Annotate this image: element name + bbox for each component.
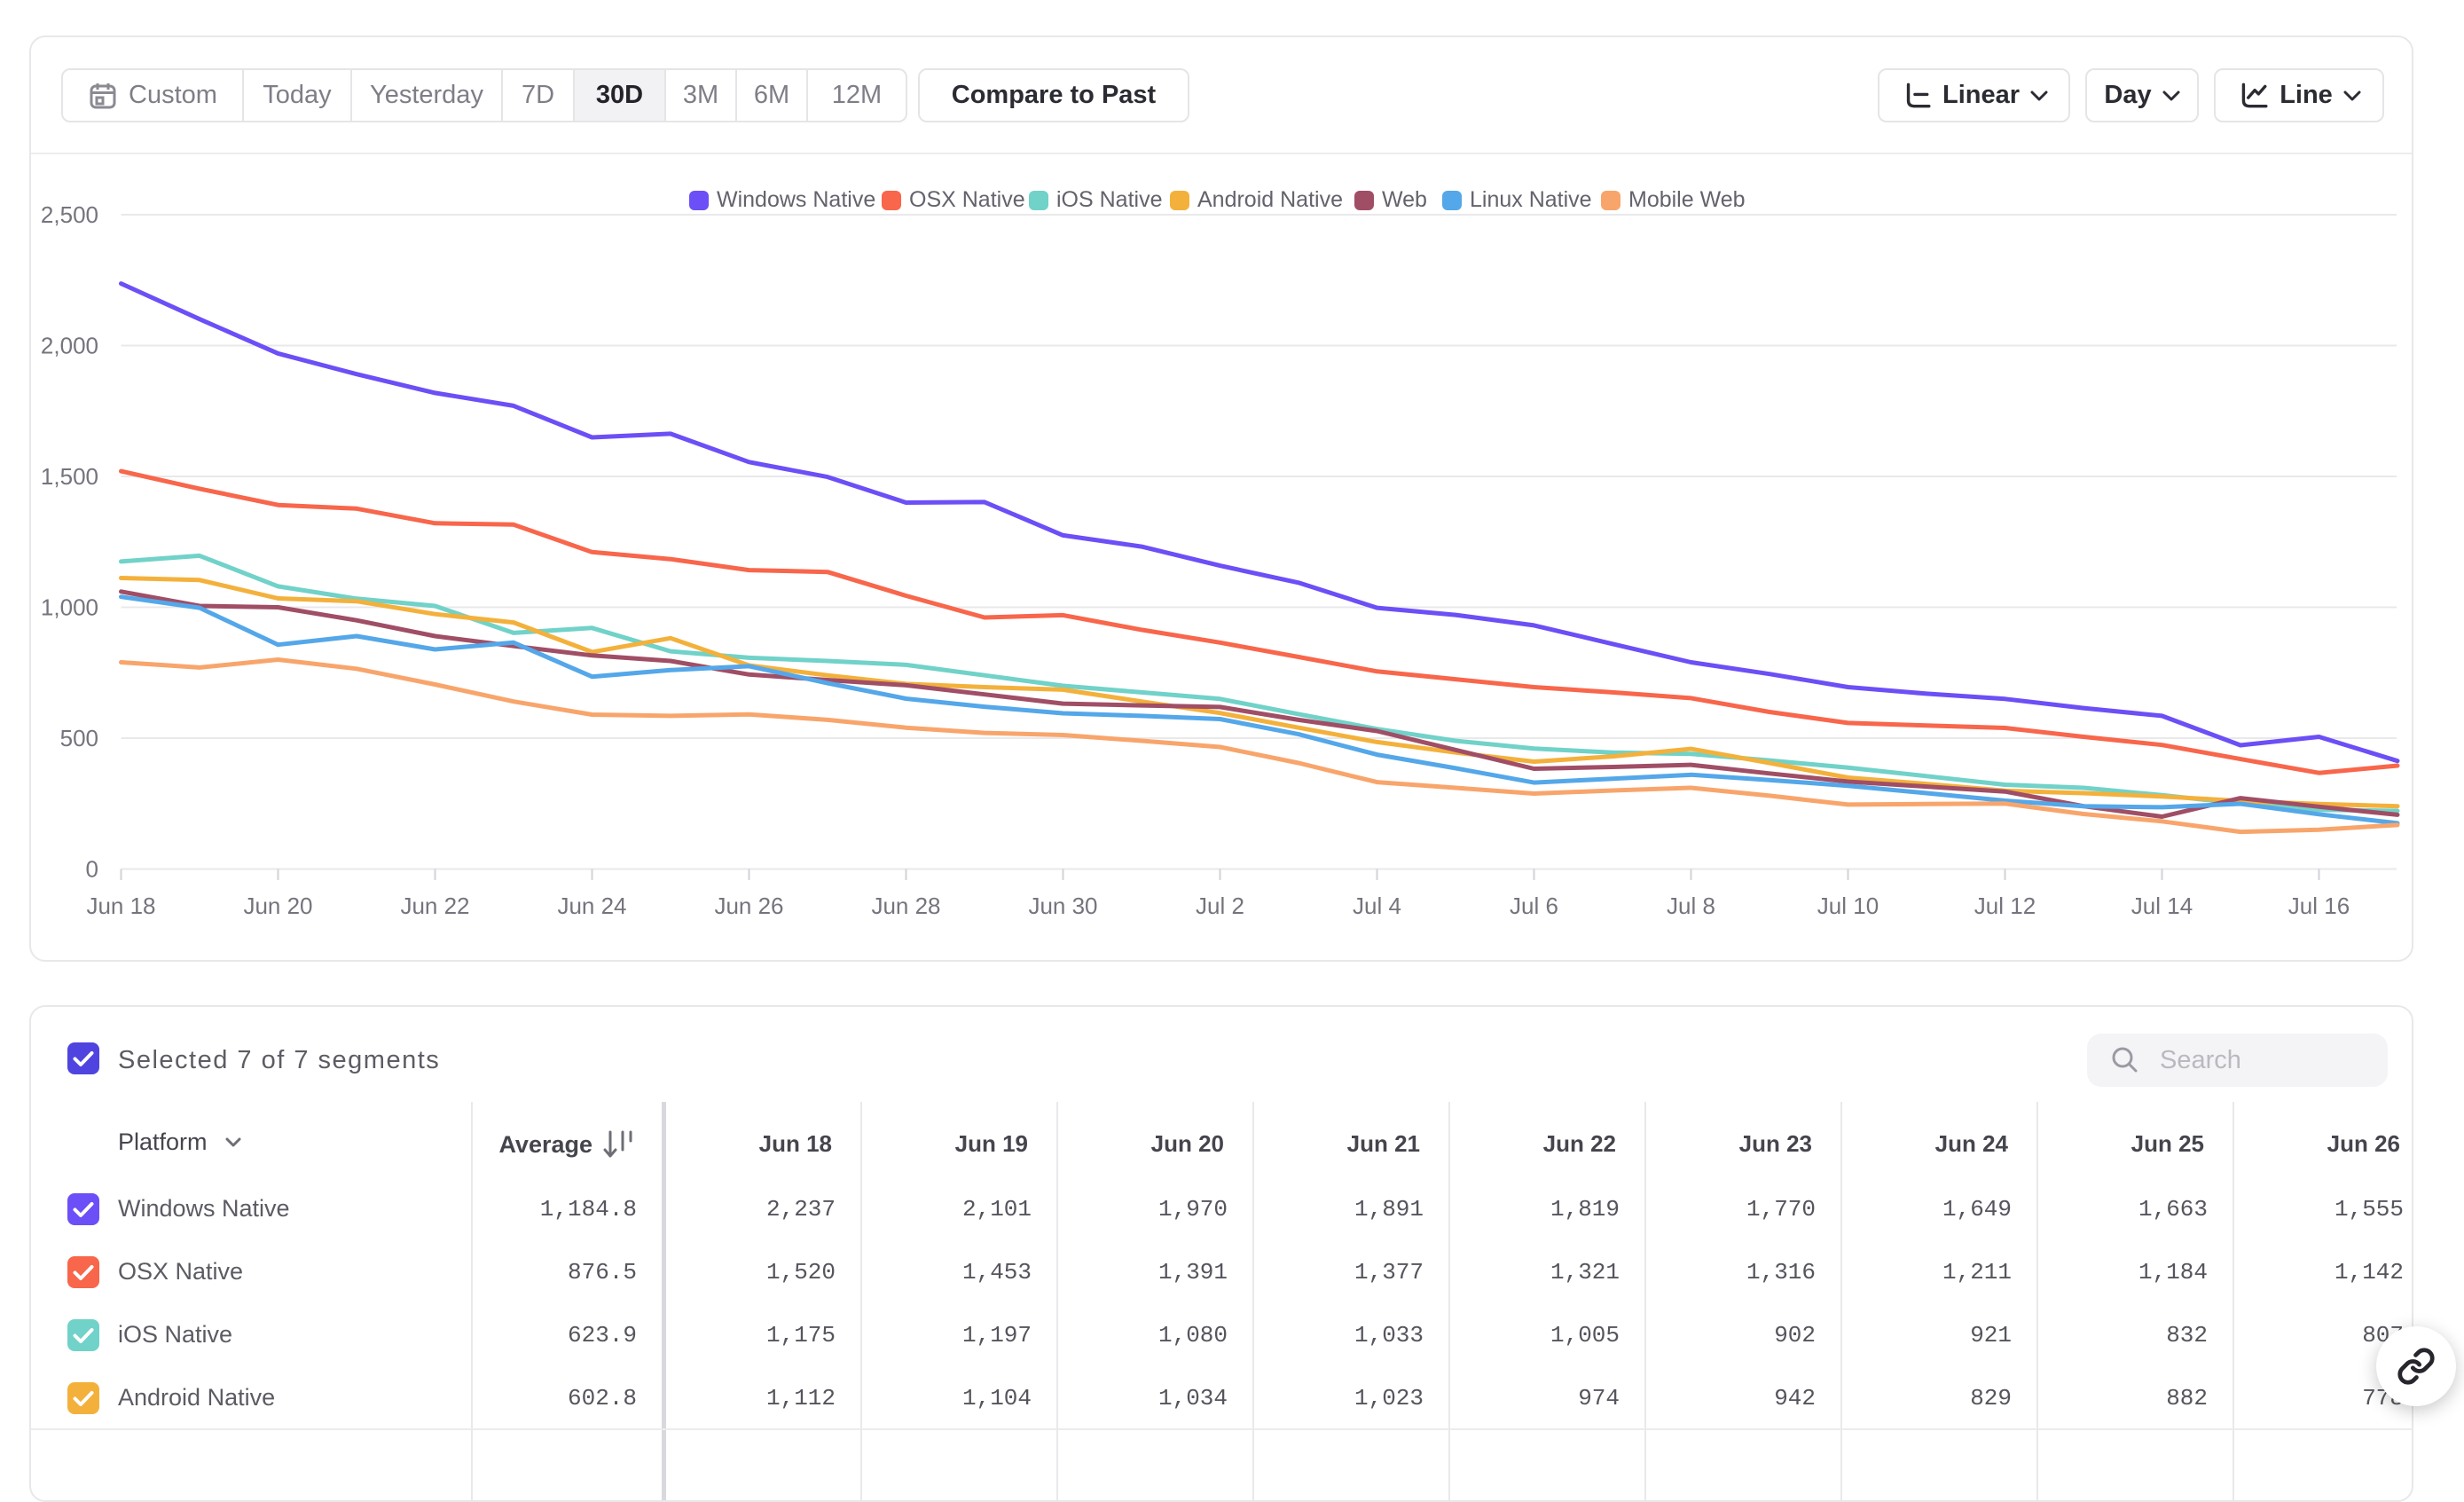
svg-text:Jun 24: Jun 24 xyxy=(557,893,626,919)
svg-text:Jun 28: Jun 28 xyxy=(871,893,940,919)
svg-text:Jul 4: Jul 4 xyxy=(1353,893,1401,919)
svg-text:Jul 10: Jul 10 xyxy=(1817,893,1879,919)
svg-text:1,500: 1,500 xyxy=(41,463,98,490)
svg-text:0: 0 xyxy=(86,856,98,883)
svg-text:Jul 16: Jul 16 xyxy=(2288,893,2350,919)
svg-text:Jun 30: Jun 30 xyxy=(1028,893,1097,919)
svg-text:1,000: 1,000 xyxy=(41,594,98,621)
svg-text:Jul 2: Jul 2 xyxy=(1196,893,1244,919)
svg-text:2,000: 2,000 xyxy=(41,333,98,359)
svg-text:Jun 20: Jun 20 xyxy=(243,893,312,919)
svg-text:Jul 14: Jul 14 xyxy=(2131,893,2193,919)
svg-text:Jun 22: Jun 22 xyxy=(400,893,469,919)
svg-text:Jul 6: Jul 6 xyxy=(1510,893,1558,919)
svg-text:Jun 18: Jun 18 xyxy=(86,893,155,919)
svg-text:Jul 12: Jul 12 xyxy=(1974,893,2036,919)
svg-text:500: 500 xyxy=(60,725,98,751)
svg-text:Jul 8: Jul 8 xyxy=(1667,893,1715,919)
svg-text:Jun 26: Jun 26 xyxy=(714,893,783,919)
